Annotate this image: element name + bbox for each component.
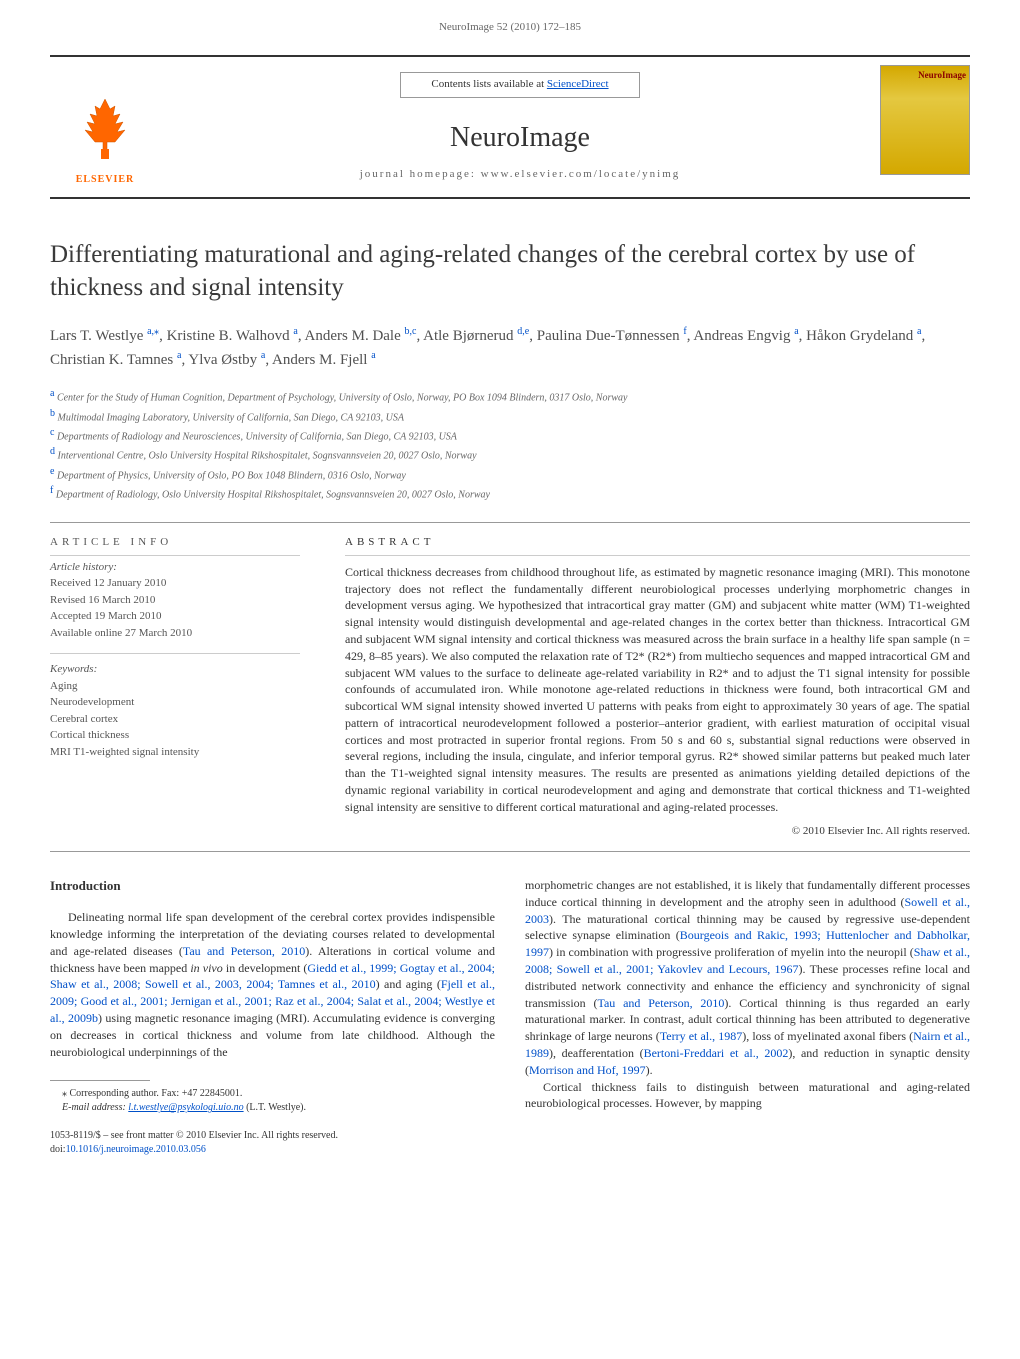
running-header: NeuroImage 52 (2010) 172–185 (50, 20, 970, 35)
doi-link[interactable]: 10.1016/j.neuroimage.2010.03.056 (66, 1144, 206, 1155)
doi-prefix: doi: (50, 1144, 66, 1155)
article-info-heading: ARTICLE INFO (50, 535, 300, 555)
email-link[interactable]: l.t.westlye@psykologi.uio.no (128, 1102, 243, 1113)
email-suffix: (L.T. Westlye). (244, 1102, 306, 1113)
abstract-heading: ABSTRACT (345, 535, 970, 555)
journal-cover-thumbnail: NeuroImage (880, 65, 970, 175)
bottom-info: 1053-8119/$ – see front matter © 2010 El… (50, 1129, 495, 1157)
article-title: Differentiating maturational and aging-r… (50, 239, 970, 304)
authors: Lars T. Westlye a,⁎, Kristine B. Walhovd… (50, 324, 970, 371)
body-paragraph: Delineating normal life span development… (50, 909, 495, 1060)
cover-title: NeuroImage (918, 69, 966, 82)
sciencedirect-link[interactable]: ScienceDirect (547, 78, 609, 90)
issn-line: 1053-8119/$ – see front matter © 2010 El… (50, 1129, 495, 1143)
right-column: morphometric changes are not established… (525, 877, 970, 1157)
banner-center: Contents lists available at ScienceDirec… (160, 57, 880, 197)
article-info: ARTICLE INFO Article history: Received 1… (50, 523, 315, 851)
journal-banner: ELSEVIER Contents lists available at Sci… (50, 55, 970, 199)
elsevier-label: ELSEVIER (76, 173, 135, 187)
left-column: Introduction Delineating normal life spa… (50, 877, 495, 1157)
elsevier-tree-icon (70, 89, 140, 169)
affiliations: a Center for the Study of Human Cognitio… (50, 386, 970, 502)
elsevier-logo: ELSEVIER (50, 57, 160, 197)
footnote-divider (50, 1080, 150, 1081)
corresponding-author: ⁎ Corresponding author. Fax: +47 2284500… (50, 1087, 495, 1101)
contents-available: Contents lists available at ScienceDirec… (400, 72, 639, 97)
keywords: AgingNeurodevelopmentCerebral cortexCort… (50, 678, 300, 761)
homepage-prefix: journal homepage: (360, 168, 481, 180)
contents-text: Contents lists available at (431, 78, 546, 90)
doi-line: doi:10.1016/j.neuroimage.2010.03.056 (50, 1143, 495, 1157)
keywords-label: Keywords: (50, 653, 300, 677)
abstract-text: Cortical thickness decreases from childh… (345, 564, 970, 816)
body-paragraph: morphometric changes are not established… (525, 877, 970, 1079)
body-columns: Introduction Delineating normal life spa… (50, 877, 970, 1157)
info-abstract-row: ARTICLE INFO Article history: Received 1… (50, 522, 970, 852)
history-dates: Received 12 January 2010Revised 16 March… (50, 575, 300, 641)
email-footnote: E-mail address: l.t.westlye@psykologi.ui… (50, 1101, 495, 1115)
history-label: Article history: (50, 560, 300, 575)
journal-homepage: journal homepage: www.elsevier.com/locat… (360, 167, 681, 182)
body-paragraph: Cortical thickness fails to distinguish … (525, 1079, 970, 1113)
copyright: © 2010 Elsevier Inc. All rights reserved… (345, 824, 970, 839)
journal-name: NeuroImage (450, 118, 590, 157)
section-heading-intro: Introduction (50, 877, 495, 895)
homepage-url: www.elsevier.com/locate/ynimg (481, 168, 681, 180)
email-label: E-mail address: (62, 1102, 128, 1113)
abstract: ABSTRACT Cortical thickness decreases fr… (345, 523, 970, 851)
